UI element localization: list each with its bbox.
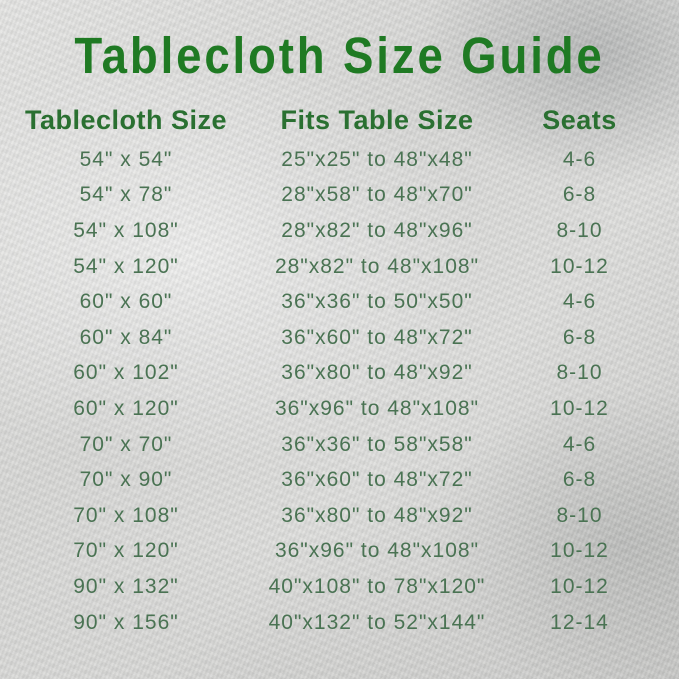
table-cell: 4-6 <box>562 432 597 456</box>
table-cell: 70" x 120" <box>73 539 179 563</box>
table-cell: 10-12 <box>550 539 609 563</box>
table-cell: 4-6 <box>562 147 597 171</box>
table-row: 70" x 70" 36"x36" to 58"x58" 4-6 <box>0 427 657 463</box>
table-cell: 36"x36" to 58"x58" <box>281 432 473 456</box>
table-cell: 6-8 <box>562 325 597 349</box>
size-guide-page: Tablecloth Size Guide Tablecloth Size Fi… <box>0 28 657 640</box>
table-cell: 54" x 120" <box>73 254 179 278</box>
table-row: 90" x 156" 40"x132" to 52"x144" 12-14 <box>0 605 657 641</box>
table-row: 60" x 84" 36"x60" to 48"x72" 6-8 <box>0 320 657 356</box>
table-cell: 60" x 120" <box>73 396 179 420</box>
table-cell: 12-14 <box>550 610 609 634</box>
page-title: Tablecloth Size Guide <box>74 28 605 85</box>
table-cell: 28"x58" to 48"x70" <box>281 183 473 207</box>
table-cell: 54" x 108" <box>73 218 179 242</box>
table-cell: 54" x 54" <box>79 147 173 171</box>
table-cell: 36"x80" to 48"x92" <box>281 361 473 385</box>
table-cell: 70" x 70" <box>79 432 173 456</box>
table-cell: 36"x96" to 48"x108" <box>274 396 480 420</box>
table-header-row: Tablecloth Size Fits Table Size Seats <box>0 105 657 142</box>
table-cell: 90" x 132" <box>73 574 179 598</box>
table-cell: 25"x25" to 48"x48" <box>281 147 473 171</box>
table-row: 60" x 60" 36"x36" to 50"x50" 4-6 <box>0 284 657 320</box>
table-cell: 8-10 <box>556 503 603 527</box>
table-row: 60" x 102" 36"x80" to 48"x92" 8-10 <box>0 356 657 392</box>
table-cell: 6-8 <box>562 183 597 207</box>
table-cell: 60" x 84" <box>79 325 173 349</box>
column-header-seats: Seats <box>542 105 617 135</box>
size-table: Tablecloth Size Fits Table Size Seats 54… <box>0 105 657 640</box>
table-row: 70" x 120" 36"x96" to 48"x108" 10-12 <box>0 534 657 570</box>
table-cell: 70" x 108" <box>73 503 179 527</box>
table-cell: 10-12 <box>550 396 609 420</box>
table-cell: 10-12 <box>550 574 609 598</box>
table-row: 70" x 90" 36"x60" to 48"x72" 6-8 <box>0 462 657 498</box>
table-cell: 40"x108" to 78"x120" <box>268 574 486 598</box>
table-cell: 36"x36" to 50"x50" <box>281 290 473 314</box>
table-row: 90" x 132" 40"x108" to 78"x120" 10-12 <box>0 569 657 605</box>
table-cell: 54" x 78" <box>79 183 173 207</box>
table-row: 54" x 108" 28"x82" to 48"x96" 8-10 <box>0 213 657 249</box>
table-cell: 60" x 60" <box>79 290 173 314</box>
table-cell: 90" x 156" <box>73 610 179 634</box>
table-cell: 10-12 <box>550 254 609 278</box>
table-cell: 36"x60" to 48"x72" <box>281 468 473 492</box>
table-cell: 4-6 <box>562 290 597 314</box>
table-cell: 36"x80" to 48"x92" <box>281 503 473 527</box>
table-cell: 60" x 102" <box>73 361 179 385</box>
column-header-tablecloth-size: Tablecloth Size <box>24 105 228 135</box>
table-cell: 70" x 90" <box>79 468 173 492</box>
column-header-fits-table-size: Fits Table Size <box>280 105 474 135</box>
table-row: 54" x 54" 25"x25" to 48"x48" 4-6 <box>0 142 657 178</box>
table-row: 70" x 108" 36"x80" to 48"x92" 8-10 <box>0 498 657 534</box>
size-table-body: 54" x 54" 25"x25" to 48"x48" 4-6 54" x 78" 2… <box>0 142 657 640</box>
table-cell: 36"x60" to 48"x72" <box>281 325 473 349</box>
table-cell: 8-10 <box>556 361 603 385</box>
table-cell: 36"x96" to 48"x108" <box>274 539 480 563</box>
table-row: 54" x 78" 28"x58" to 48"x70" 6-8 <box>0 178 657 214</box>
table-cell: 6-8 <box>562 468 597 492</box>
table-cell: 40"x132" to 52"x144" <box>268 610 486 634</box>
table-row: 54" x 120" 28"x82" to 48"x108" 10-12 <box>0 249 657 285</box>
table-cell: 28"x82" to 48"x108" <box>274 254 480 278</box>
table-cell: 28"x82" to 48"x96" <box>281 218 473 242</box>
table-cell: 8-10 <box>556 218 603 242</box>
table-row: 60" x 120" 36"x96" to 48"x108" 10-12 <box>0 391 657 427</box>
